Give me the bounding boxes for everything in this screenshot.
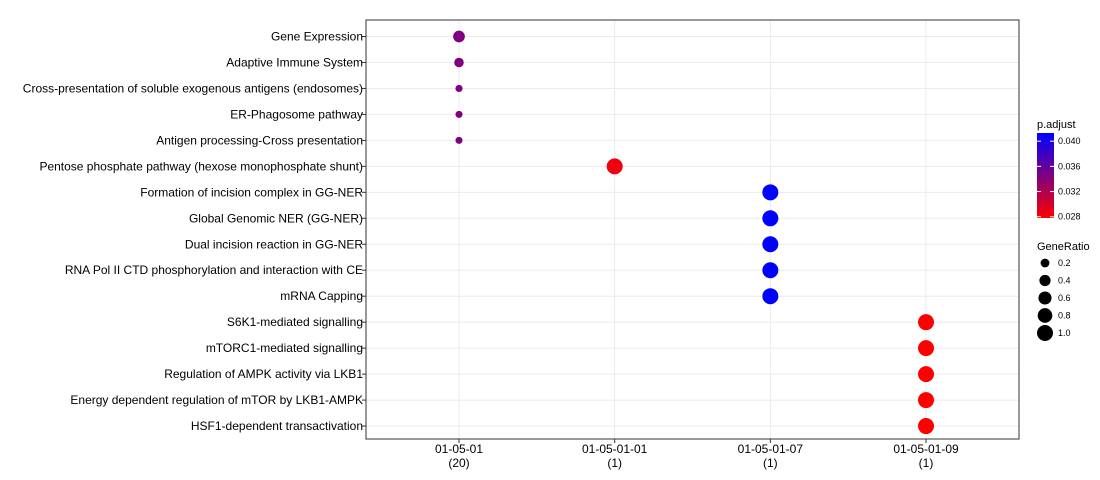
y-tick-label: mRNA Capping [280,289,363,303]
data-points [453,30,935,435]
x-tick-label: 01-05-01-01 [582,442,648,456]
data-point [762,262,779,279]
y-tick-label: Antigen processing-Cross presentation [156,133,363,147]
size-legend-title: GeneRatio [1037,241,1090,253]
data-point [455,84,463,92]
y-tick-label: Gene Expression [271,30,363,44]
size-legend-label: 0.2 [1058,258,1071,268]
color-legend-bar [1037,133,1054,218]
x-tick-label: 01-05-01-09 [893,442,959,456]
color-legend-label: 0.036 [1058,161,1081,171]
x-tick-label: 01-05-01 [435,442,483,456]
data-point [762,288,779,305]
size-legend-key [1039,274,1051,287]
x-tick-count: (1) [607,456,622,470]
color-legend-label: 0.040 [1058,136,1081,146]
color-legend: p.adjust 0.040 0.036 0.032 0.028 [1037,119,1081,222]
y-tick-label: S6K1-mediated signalling [227,315,363,329]
data-point [454,57,464,68]
data-point [762,210,779,227]
size-legend-key [1037,308,1053,323]
size-legend-key [1037,325,1053,341]
plot-panel-border [365,19,1020,440]
y-axis: Gene Expression Adaptive Immune System Cro… [23,30,366,433]
color-legend-title: p.adjust [1037,119,1076,131]
data-point [918,392,935,409]
y-tick-label: RNA Pol II CTD phosphorylation and inter… [65,263,363,277]
data-point [918,314,935,331]
data-point [455,110,463,118]
y-tick-label: Adaptive Immune System [226,55,363,69]
data-point [453,30,465,43]
color-legend-label: 0.032 [1058,187,1081,197]
data-point [918,418,935,435]
x-tick-count: (1) [763,456,778,470]
x-tick-count: (20) [448,456,469,470]
size-legend-key [1038,291,1052,305]
y-tick-label: Energy dependent regulation of mTOR by L… [70,393,363,407]
data-point [762,236,779,253]
grid-lines [366,20,1019,439]
size-legend-label: 0.4 [1058,276,1071,286]
size-legend-label: 0.8 [1058,311,1071,321]
data-point [918,340,935,357]
y-tick-label: HSF1-dependent transactivation [191,419,363,433]
y-tick-label: ER-Phagosome pathway [230,107,363,121]
size-legend-label: 1.0 [1058,328,1071,338]
x-tick-count: (1) [919,456,934,470]
y-tick-label: Cross-presentation of soluble exogenous … [23,81,363,95]
x-tick-label: 01-05-01-07 [738,442,804,456]
size-legend: GeneRatio 0.2 0.4 0.6 0.8 1.0 [1037,241,1090,341]
size-legend-label: 0.6 [1058,293,1071,303]
data-point [455,136,463,144]
data-point [918,366,935,383]
y-tick-label: mTORC1-mediated signalling [206,341,363,355]
y-tick-label: Pentose phosphate pathway (hexose monoph… [39,159,363,173]
y-tick-label: Dual incision reaction in GG-NER [185,237,363,251]
x-axis: 01-05-01(20)01-05-01-01(1)01-05-01-07(1)… [435,439,959,470]
y-tick-label: Regulation of AMPK activity via LKB1 [164,367,363,381]
y-tick-label: Formation of incision complex in GG-NER [140,185,363,199]
size-legend-key [1040,258,1050,268]
data-point [762,184,779,201]
color-legend-label: 0.028 [1058,212,1081,222]
data-point [606,158,623,175]
y-tick-label: Global Genomic NER (GG-NER) [189,211,363,225]
